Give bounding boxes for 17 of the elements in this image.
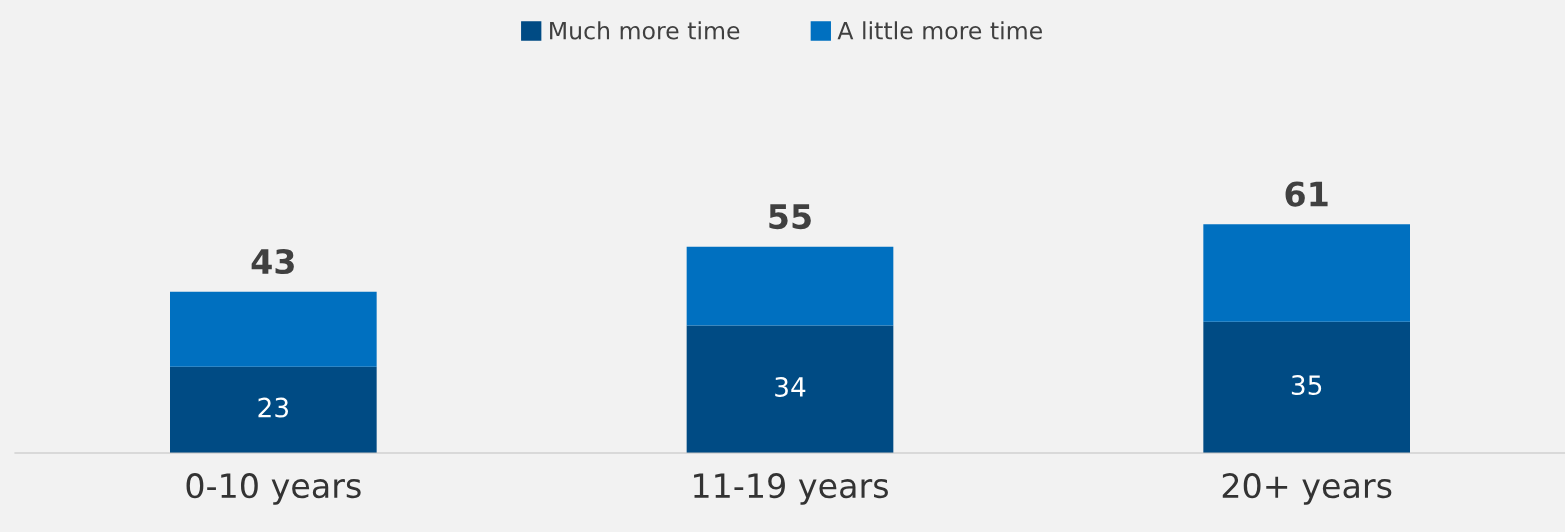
bar <box>170 291 377 367</box>
bar <box>686 325 894 453</box>
bar <box>686 246 894 326</box>
bar <box>1203 321 1410 453</box>
bar <box>170 366 377 453</box>
total-label: 43 <box>251 248 294 275</box>
data-label: 34 <box>775 376 806 397</box>
bar <box>1203 224 1410 322</box>
x-tick-label: 0-10 years <box>186 473 361 505</box>
legend-label: Much more time <box>550 21 740 40</box>
x-tick-label: 11-19 years <box>694 473 888 505</box>
total-label: 55 <box>769 204 811 230</box>
x-tick-label: 20+ years <box>1222 473 1392 505</box>
legend-label: A little more time <box>837 21 1042 40</box>
data-label: 23 <box>258 397 289 418</box>
total-label: 61 <box>1285 181 1328 207</box>
data-label: 35 <box>1291 375 1322 396</box>
